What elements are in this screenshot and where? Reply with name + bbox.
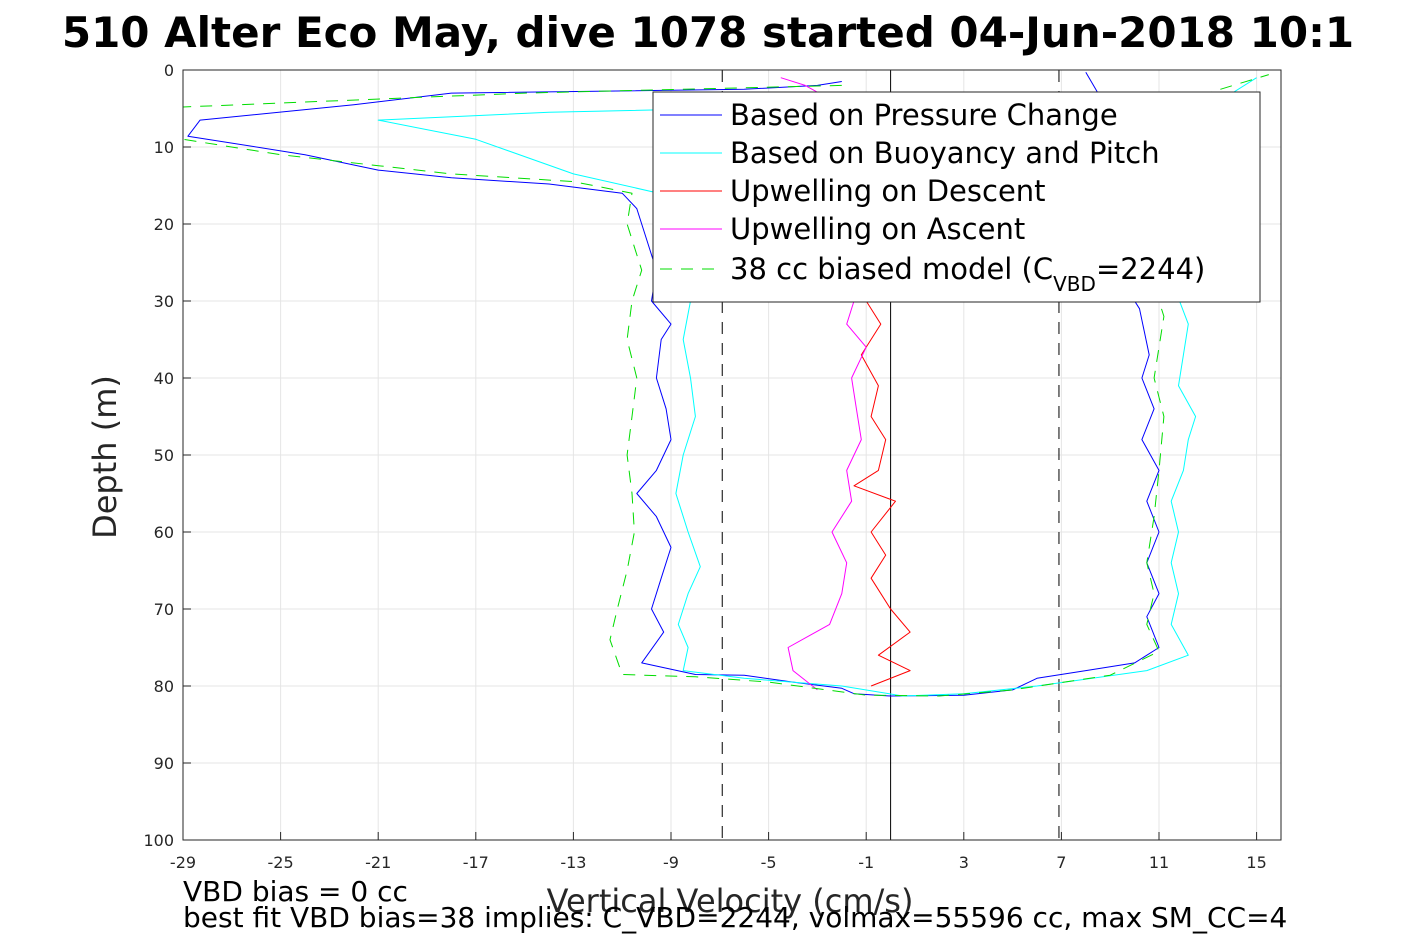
legend-model-subscript: VBD [1053,272,1096,296]
y-tick-label: 70 [154,600,174,619]
x-tick-label: -13 [560,853,586,872]
x-tick-label: -5 [761,853,777,872]
y-tick-label: 100 [143,831,174,850]
y-tick-label: 90 [154,754,174,773]
y-tick-labels: 0 10 20 30 40 50 60 70 80 90 100 [143,61,191,850]
x-tick-label: 15 [1246,853,1266,872]
x-tick-labels: -29 -25 -21 -17 -13 -9 -5 -1 3 7 11 15 [170,832,1267,872]
x-tick-label: 11 [1149,853,1169,872]
y-tick-label: 80 [154,677,174,696]
legend-model-suffix: =2244) [1096,252,1205,286]
y-tick-label: 30 [154,292,174,311]
legend-model-prefix: 38 cc biased model (C [730,252,1053,286]
y-tick-label: 20 [154,215,174,234]
x-tick-label: -1 [858,853,874,872]
legend-label-descent: Upwelling on Descent [730,174,1046,208]
y-tick-label: 50 [154,446,174,465]
legend-box [652,91,1261,303]
x-tick-label: -29 [170,853,196,872]
biased-model-line [182,74,1269,697]
legend-label-buoyancy: Based on Buoyancy and Pitch [730,136,1160,170]
x-axis-label: Vertical Velocity (cm/s) [547,882,914,920]
y-tick-label: 60 [154,523,174,542]
y-axis-label: Depth (m) [86,375,124,539]
legend-label-model: 38 cc biased model (CVBD=2244) [730,252,1205,296]
legend: Based on Pressure Change Based on Buoyan… [652,91,1261,303]
y-tick-label: 10 [154,138,174,157]
pressure-change-line [187,72,1160,697]
x-tick-label: -9 [663,853,679,872]
x-tick-label: -25 [268,853,294,872]
y-tick-label: 40 [154,369,174,388]
vbd-bias-note: VBD bias = 0 cc [183,875,408,908]
x-tick-label: 7 [1056,853,1066,872]
x-tick-label: -17 [463,853,489,872]
x-tick-label: 3 [959,853,969,872]
x-tick-label: -21 [365,853,391,872]
best-fit-note: best fit VBD bias=38 implies: C_VBD=2244… [183,901,1288,934]
legend-label-pressure: Based on Pressure Change [730,98,1118,132]
y-tick-label: 0 [164,61,174,80]
chart-title: 510 Alter Eco May, dive 1078 started 04-… [62,8,1354,57]
legend-label-ascent: Upwelling on Ascent [730,212,1025,246]
